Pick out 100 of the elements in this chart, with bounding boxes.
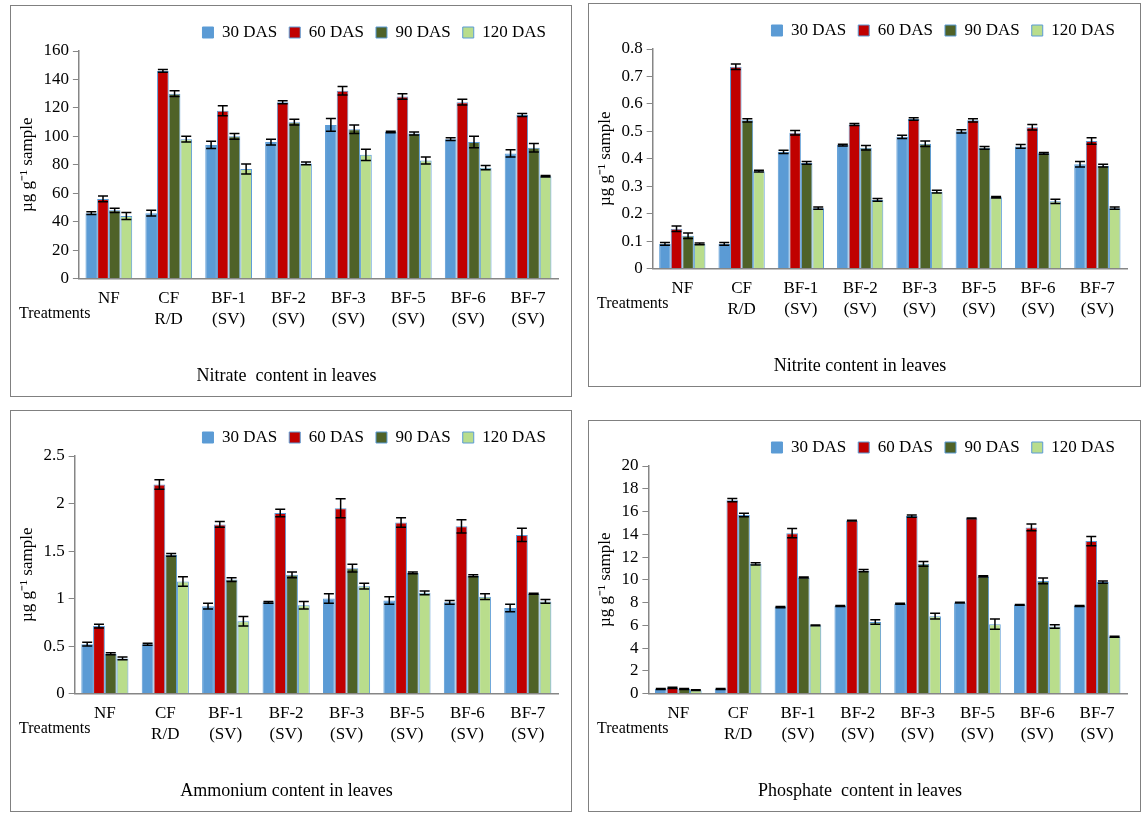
x-axis-title: Treatments	[19, 304, 91, 321]
x-tick-label: BF-6 (SV)	[1020, 278, 1056, 318]
y-tick-label: 20	[621, 455, 639, 475]
y-tick-label: 0.6	[621, 93, 643, 113]
y-tick-label: 20	[51, 239, 69, 259]
bar	[777, 151, 790, 269]
x-tick-label: BF-2 (SV)	[271, 288, 306, 328]
y-tick-label: 16	[621, 500, 639, 520]
bar	[1014, 146, 1027, 269]
bar	[444, 139, 457, 279]
bar	[1073, 605, 1086, 694]
bar	[383, 600, 396, 694]
legend-label: 60 DAS	[877, 19, 933, 39]
y-tick-label: 4	[629, 637, 639, 657]
x-tick-label: NF	[671, 278, 694, 298]
legend-label: 30 DAS	[790, 436, 847, 456]
y-tick-label: 0.5	[43, 635, 65, 655]
x-tick-label: BF-7 (SV)	[1079, 703, 1116, 743]
legend-label: 90 DAS	[964, 19, 1020, 39]
bar	[262, 602, 275, 694]
x-tick-label: BF-5 (SV)	[959, 703, 995, 743]
y-tick-label: 0	[629, 683, 639, 703]
x-tick-label: BF-6 (SV)	[1019, 703, 1055, 743]
x-tick-label: BF-5 (SV)	[961, 278, 997, 318]
legend-label: 30 DAS	[221, 21, 278, 41]
y-tick-label: 8	[629, 592, 639, 612]
y-axis-title: µg g⁻¹ sample	[16, 527, 36, 623]
legend-label: 90 DAS	[395, 426, 451, 446]
y-axis-title: µg g⁻¹ sample	[16, 117, 36, 213]
bar	[504, 608, 517, 694]
x-tick-label: BF-2 (SV)	[268, 703, 304, 743]
bar	[85, 213, 98, 279]
x-tick-label: BF-1 (SV)	[208, 703, 244, 743]
x-tick-label: BF-7 (SV)	[1079, 278, 1116, 318]
y-tick-label: 2	[56, 492, 65, 512]
y-tick-label: 18	[621, 478, 639, 498]
x-tick-label: NF	[667, 703, 690, 723]
y-tick-label: 2.5	[43, 445, 65, 465]
y-tick-label: 2	[629, 660, 639, 680]
bar	[141, 644, 154, 694]
y-tick-label: 60	[51, 182, 69, 202]
text: Nitrite content in leaves	[773, 354, 947, 375]
x-axis-title: Treatments	[597, 294, 669, 311]
x-tick-label: CF R/D	[727, 278, 756, 318]
text: Nitrate content in leaves	[196, 364, 377, 385]
y-axis-title: µg g⁻¹ sample	[594, 111, 614, 207]
legend-label: 60 DAS	[877, 436, 933, 456]
x-tick-label: BF-7 (SV)	[510, 288, 547, 328]
x-tick-label: BF-6 (SV)	[450, 288, 486, 328]
bar	[774, 607, 787, 694]
x-tick-label: BF-3 (SV)	[901, 278, 937, 318]
x-tick-label: CF R/D	[151, 703, 180, 743]
x-tick-label: BF-3 (SV)	[329, 703, 365, 743]
text: Ammonium content in leaves	[180, 779, 393, 800]
legend-label: 120 DAS	[482, 21, 547, 41]
x-tick-label: CF R/D	[154, 288, 183, 328]
y-tick-label: 0.3	[621, 175, 643, 195]
y-tick-label: 0	[634, 258, 643, 278]
y-tick-label: 0.5	[621, 120, 643, 140]
y-tick-label: 1.5	[43, 540, 65, 560]
x-tick-label: BF-3 (SV)	[900, 703, 936, 743]
y-tick-label: 80	[51, 154, 69, 174]
bar	[718, 243, 731, 269]
y-tick-label: 0.2	[621, 203, 643, 223]
legend-label: 120 DAS	[1051, 19, 1116, 39]
y-tick-label: 0.8	[621, 38, 643, 58]
legend-label: 90 DAS	[964, 436, 1020, 456]
legend-label: 120 DAS	[482, 426, 547, 446]
legend-label: 60 DAS	[308, 21, 364, 41]
y-tick-label: 140	[43, 68, 69, 88]
bar	[955, 131, 968, 269]
x-tick-label: BF-7 (SV)	[510, 703, 546, 743]
legend-label: 30 DAS	[221, 426, 278, 446]
y-tick-label: 100	[43, 125, 69, 145]
bar	[81, 644, 94, 694]
bar	[504, 153, 517, 279]
x-tick-label: BF-1 (SV)	[783, 278, 819, 318]
x-tick-label: BF-5 (SV)	[389, 703, 425, 743]
x-tick-label: BF-5 (SV)	[390, 288, 426, 328]
x-tick-label: CF R/D	[723, 703, 753, 743]
y-tick-label: 1	[56, 588, 65, 608]
x-tick-label: BF-1 (SV)	[780, 703, 816, 743]
y-tick-label: 120	[43, 97, 69, 117]
legend-label: 30 DAS	[790, 19, 847, 39]
x-tick-label: NF	[93, 703, 116, 723]
legend-label: 90 DAS	[395, 21, 451, 41]
y-tick-label: 12	[621, 546, 639, 566]
text: Phosphate content in leaves	[758, 779, 962, 800]
legend-label: 60 DAS	[308, 426, 364, 446]
y-tick-label: 6	[629, 614, 639, 634]
x-tick-label: BF-2 (SV)	[840, 703, 876, 743]
x-tick-label: NF	[97, 288, 120, 308]
x-tick-label: BF-6 (SV)	[449, 703, 485, 743]
x-tick-label: BF-1 (SV)	[211, 288, 247, 328]
y-tick-label: 0	[60, 268, 69, 288]
x-tick-label: BF-3 (SV)	[330, 288, 366, 328]
bar	[145, 213, 158, 279]
y-tick-label: 0	[56, 683, 65, 703]
x-tick-label: BF-2 (SV)	[842, 278, 878, 318]
x-axis-title: Treatments	[597, 719, 669, 736]
